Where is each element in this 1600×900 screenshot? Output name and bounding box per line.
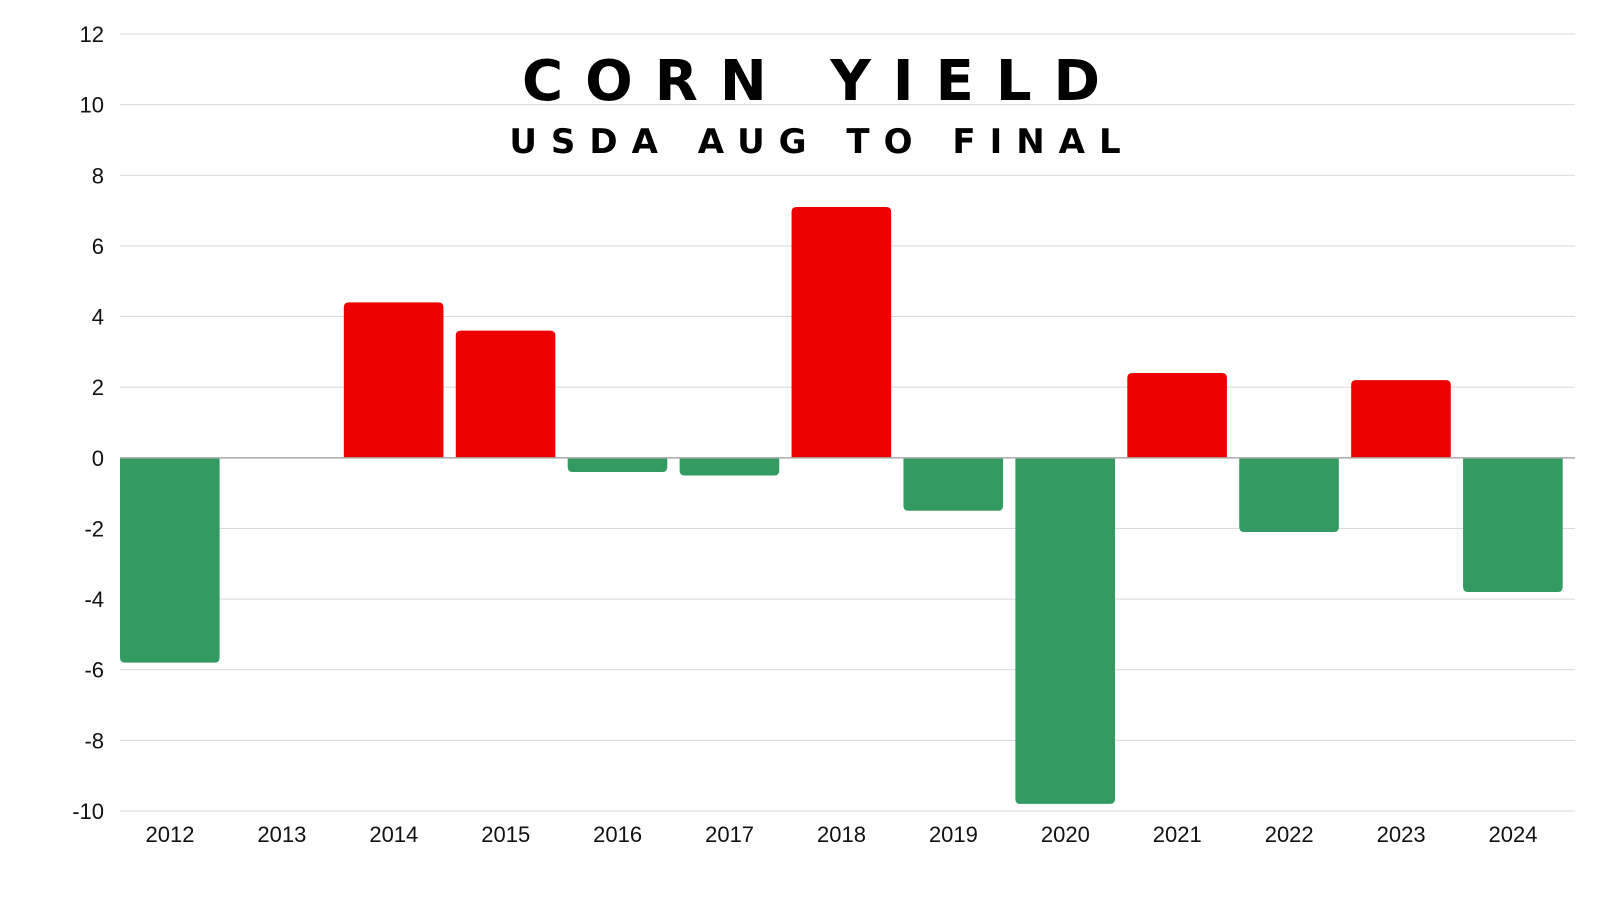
x-tick-label: 2019 [929, 822, 978, 847]
bar-2019 [903, 457, 1004, 511]
x-tick-label: 2017 [705, 822, 754, 847]
x-tick-label: 2023 [1377, 822, 1426, 847]
y-tick-label: 2 [92, 375, 104, 400]
x-tick-label: 2012 [145, 822, 194, 847]
x-tick-label: 2024 [1489, 822, 1538, 847]
x-tick-label: 2014 [369, 822, 418, 847]
bar-2024 [1463, 457, 1563, 593]
y-tick-label: -10 [72, 799, 104, 824]
x-tick-label: 2021 [1153, 822, 1202, 847]
x-axis-ticks: 2012 2013 2014 2015 2016 2017 2018 2019 2020 2021… [145, 822, 1537, 847]
bars [120, 207, 1563, 804]
bar-2022 [1239, 457, 1339, 532]
y-tick-label: 6 [92, 234, 104, 259]
x-tick-label: 2015 [481, 822, 530, 847]
bar-2015 [455, 330, 556, 458]
chart-title: CORN YIELD [522, 49, 1122, 114]
bar-2020 [1015, 457, 1115, 804]
y-tick-label: -6 [84, 658, 104, 683]
bar-2023 [1351, 380, 1451, 458]
x-tick-label: 2020 [1041, 822, 1090, 847]
bar-2021 [1127, 373, 1227, 458]
bar-2012 [120, 457, 220, 663]
bar-2014 [343, 302, 444, 458]
y-tick-label: -4 [84, 587, 104, 612]
x-tick-label: 2013 [257, 822, 306, 847]
bar-2017 [679, 457, 780, 476]
x-tick-label: 2022 [1265, 822, 1314, 847]
bar-2018 [791, 207, 892, 458]
y-tick-label: -8 [84, 728, 104, 753]
x-tick-label: 2016 [593, 822, 642, 847]
y-tick-label: 4 [92, 305, 104, 330]
y-tick-label: 8 [92, 163, 104, 188]
y-tick-label: 10 [80, 93, 104, 118]
chart-subtitle: USDA AUG TO FINAL [509, 122, 1134, 162]
y-tick-label: -2 [84, 516, 104, 541]
x-tick-label: 2018 [817, 822, 866, 847]
bar-2016 [567, 457, 668, 472]
y-tick-label: 0 [92, 446, 104, 471]
y-axis-ticks: 12 10 8 6 4 2 0 -2 -4 -6 -8 -10 [72, 22, 104, 824]
y-tick-label: 12 [80, 22, 104, 47]
